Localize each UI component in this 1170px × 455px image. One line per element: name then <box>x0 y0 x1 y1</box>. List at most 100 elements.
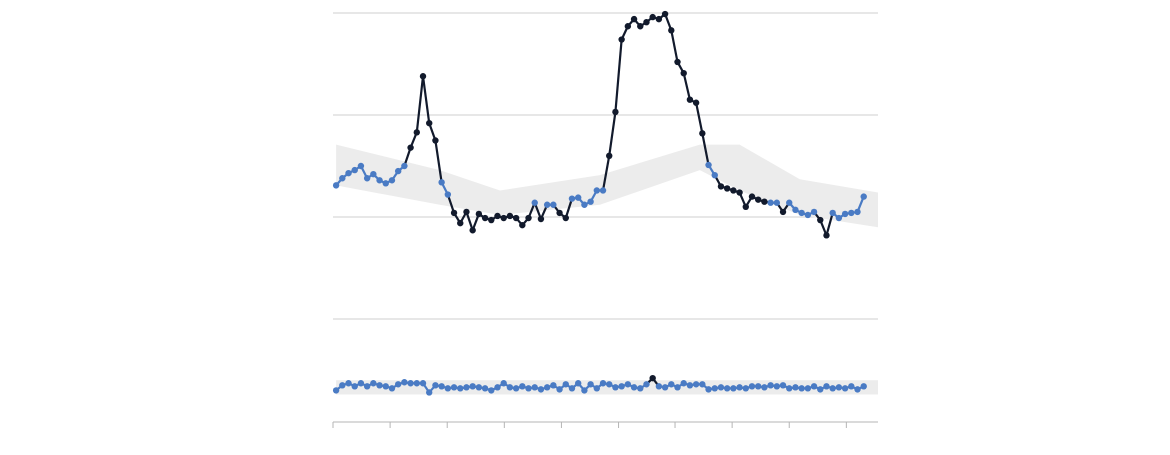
data-point <box>500 380 507 387</box>
data-point <box>643 381 650 388</box>
line-segment <box>695 102 704 134</box>
data-point <box>860 383 867 390</box>
data-point <box>488 216 495 224</box>
data-point <box>525 214 532 222</box>
data-point <box>450 209 458 217</box>
data-point <box>488 387 495 394</box>
data-point <box>817 386 824 393</box>
data-point <box>606 152 613 159</box>
line-segment <box>446 194 456 214</box>
data-point <box>792 206 799 214</box>
data-point <box>593 385 601 392</box>
line-segment <box>465 211 474 231</box>
data-point <box>711 385 718 392</box>
data-point <box>637 23 644 30</box>
data-point <box>761 384 768 391</box>
data-point <box>401 379 408 386</box>
data-point <box>841 385 849 392</box>
data-point <box>705 161 712 169</box>
data-point <box>444 191 452 198</box>
data-point <box>618 36 625 43</box>
data-point <box>438 383 445 390</box>
data-point <box>345 169 352 177</box>
data-point <box>674 384 681 391</box>
data-point <box>618 383 625 390</box>
data-point <box>376 177 383 184</box>
data-point <box>848 209 855 217</box>
data-point <box>332 387 340 394</box>
data-point <box>407 380 414 387</box>
data-point <box>413 129 420 136</box>
data-point <box>661 10 669 18</box>
line-segment <box>682 72 691 100</box>
data-point <box>568 195 576 202</box>
data-point <box>630 15 638 23</box>
data-point <box>419 73 427 80</box>
line-segment <box>701 133 710 166</box>
data-point <box>643 18 650 26</box>
data-point <box>463 384 470 391</box>
data-point <box>506 212 514 220</box>
data-point <box>444 385 452 392</box>
line-segment <box>670 30 679 63</box>
data-point <box>357 162 365 170</box>
data-point <box>370 380 377 387</box>
data-point <box>407 144 414 151</box>
data-point <box>562 214 569 222</box>
data-point <box>537 215 545 223</box>
data-point <box>345 380 352 387</box>
data-point <box>835 384 843 391</box>
data-point <box>599 380 607 387</box>
data-point <box>469 383 476 390</box>
data-point <box>525 385 532 392</box>
data-point <box>773 383 781 390</box>
data-point <box>500 214 507 222</box>
data-point <box>754 383 762 390</box>
line-segment <box>601 155 611 191</box>
data-point <box>574 380 582 387</box>
data-point <box>475 210 483 218</box>
data-point <box>823 383 830 390</box>
data-point <box>668 27 675 34</box>
data-point <box>382 383 389 390</box>
data-point <box>767 382 774 389</box>
data-point <box>332 182 340 189</box>
data-point <box>432 137 439 144</box>
data-point <box>810 383 818 390</box>
data-point <box>637 385 644 392</box>
data-point <box>773 199 781 206</box>
data-point <box>798 385 805 392</box>
data-point <box>351 166 358 174</box>
data-point <box>699 130 706 137</box>
data-point <box>705 386 712 393</box>
data-point <box>512 214 520 222</box>
line-segment <box>608 111 617 156</box>
data-point <box>339 175 346 182</box>
data-point <box>655 15 663 23</box>
data-point <box>587 381 594 388</box>
data-point <box>382 180 389 187</box>
data-point <box>394 381 402 388</box>
data-point <box>519 221 526 229</box>
data-point <box>668 381 675 388</box>
data-point <box>531 384 538 391</box>
line-segment <box>434 140 443 183</box>
line-segment <box>403 147 412 167</box>
data-point <box>823 232 830 239</box>
data-point <box>786 199 793 206</box>
data-point <box>792 384 799 391</box>
data-point <box>649 374 656 382</box>
data-point <box>394 167 402 175</box>
data-point <box>612 384 619 391</box>
data-point <box>494 212 501 220</box>
data-point <box>730 187 737 194</box>
data-point <box>481 385 489 392</box>
data-point <box>848 383 855 390</box>
data-point <box>556 386 563 393</box>
data-point <box>699 381 706 388</box>
data-point <box>748 193 756 200</box>
data-point <box>717 384 725 391</box>
data-point <box>413 380 420 387</box>
data-point <box>537 386 545 393</box>
